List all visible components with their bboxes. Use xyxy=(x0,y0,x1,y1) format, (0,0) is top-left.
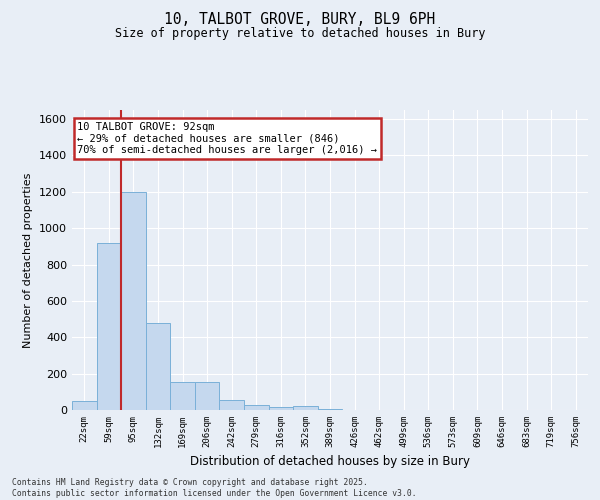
Bar xyxy=(146,322,170,410)
Text: 10 TALBOT GROVE: 92sqm
← 29% of detached houses are smaller (846)
70% of semi-de: 10 TALBOT GROVE: 92sqm ← 29% of detached… xyxy=(77,122,377,155)
Bar xyxy=(269,408,293,410)
Bar xyxy=(195,382,220,410)
Text: Contains HM Land Registry data © Crown copyright and database right 2025.
Contai: Contains HM Land Registry data © Crown c… xyxy=(12,478,416,498)
Y-axis label: Number of detached properties: Number of detached properties xyxy=(23,172,34,348)
Bar xyxy=(318,409,342,410)
Bar xyxy=(121,192,146,410)
Bar xyxy=(170,382,195,410)
Bar xyxy=(244,404,269,410)
Bar xyxy=(293,406,318,410)
Bar xyxy=(220,400,244,410)
X-axis label: Distribution of detached houses by size in Bury: Distribution of detached houses by size … xyxy=(190,456,470,468)
Bar xyxy=(72,401,97,410)
Text: Size of property relative to detached houses in Bury: Size of property relative to detached ho… xyxy=(115,28,485,40)
Text: 10, TALBOT GROVE, BURY, BL9 6PH: 10, TALBOT GROVE, BURY, BL9 6PH xyxy=(164,12,436,28)
Bar xyxy=(97,242,121,410)
